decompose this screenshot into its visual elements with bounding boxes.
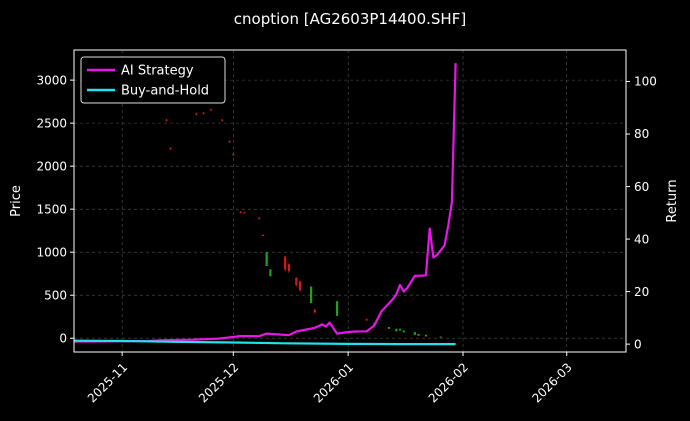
candle-body xyxy=(265,252,268,266)
candle-body xyxy=(232,154,235,156)
candle-body xyxy=(295,278,298,285)
candle-body xyxy=(221,119,224,121)
y-tick-label: 0 xyxy=(59,331,67,345)
candle-body xyxy=(258,217,261,219)
candle-body xyxy=(402,330,405,333)
candle-body xyxy=(202,112,205,114)
candle-body xyxy=(424,334,428,337)
y2-tick-label: 60 xyxy=(634,180,649,194)
candle-body xyxy=(261,234,265,236)
y-tick-label: 500 xyxy=(44,288,67,302)
series-line-buy-and-hold xyxy=(73,339,456,346)
y-tick-label: 3000 xyxy=(36,73,67,87)
candle-body xyxy=(439,336,442,338)
y2-tick-label: 0 xyxy=(634,337,642,351)
legend-label-buy-and-hold: Buy-and-Hold xyxy=(121,84,209,99)
candle-body xyxy=(269,269,272,277)
y-tick-label: 2500 xyxy=(36,116,67,130)
candle-body xyxy=(398,328,402,331)
y2-tick-label: 40 xyxy=(634,232,649,246)
y-tick-label: 1500 xyxy=(36,202,67,216)
candles xyxy=(165,108,442,338)
series-line-ai-strategy xyxy=(74,63,457,343)
legend-box xyxy=(80,56,226,104)
candle-body xyxy=(313,309,316,313)
legend: AI Strategy Buy-and-Hold xyxy=(80,56,226,104)
candle-body xyxy=(165,119,168,121)
candle-body xyxy=(209,109,213,111)
y-axis-label: Price xyxy=(9,185,24,217)
candle-body xyxy=(365,319,368,321)
candle-body xyxy=(284,256,287,270)
y2-tick-label: 80 xyxy=(634,127,649,141)
plot-frame xyxy=(73,49,627,353)
grid xyxy=(74,50,626,352)
y2-tick-label: 100 xyxy=(634,75,657,89)
candle-body xyxy=(169,148,172,150)
candle-body xyxy=(228,141,231,143)
candle-body xyxy=(335,301,339,316)
candle-body xyxy=(195,113,198,115)
y-tick-label: 1000 xyxy=(36,245,67,259)
y2-tick-label: 20 xyxy=(634,285,649,299)
candle-body xyxy=(239,211,242,213)
y-tick-label: 2000 xyxy=(36,159,67,173)
candle-body xyxy=(287,264,290,272)
candle-body xyxy=(417,333,420,336)
candle-body xyxy=(395,328,398,332)
candle-body xyxy=(413,332,416,335)
candle-body xyxy=(309,286,313,303)
candle-body xyxy=(298,281,302,291)
y2-axis-label: Return xyxy=(665,179,680,222)
chart-title: cnoption [AG2603P14400.SHF] xyxy=(234,10,466,28)
series-lines xyxy=(73,63,457,346)
legend-label-ai-strategy: AI Strategy xyxy=(121,64,194,79)
candle-body xyxy=(387,327,391,329)
candle-body xyxy=(243,212,246,214)
